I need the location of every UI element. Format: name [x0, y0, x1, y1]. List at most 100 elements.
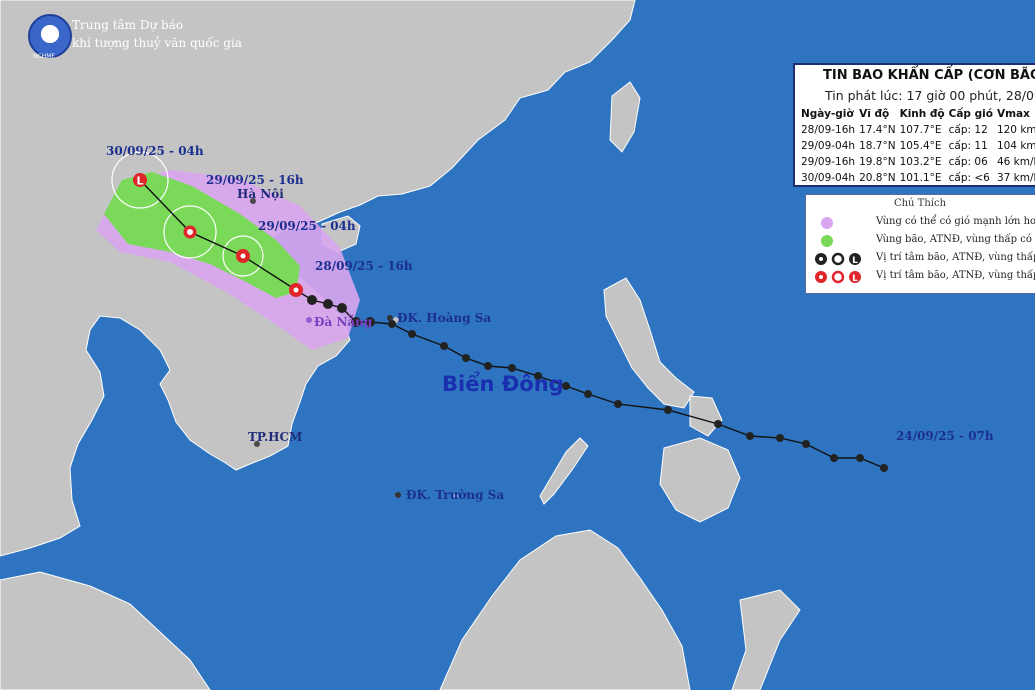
- past-point: [562, 382, 570, 390]
- table-row: 29/09-16h 19.8°N 103.2°E cấp: 06 46 km/h: [801, 154, 1035, 170]
- past-point: [802, 440, 810, 448]
- past-point: [830, 454, 838, 462]
- cell-time: 30/09-04h: [801, 172, 856, 184]
- past-point: [856, 454, 864, 462]
- agency-logo-text: NCHMF: [33, 53, 55, 60]
- hoangsa-marker: [387, 315, 393, 321]
- storm-zone: [104, 172, 300, 298]
- legend-item-storm-zone: Vùng bão, ATNĐ, vùng thấp có thể đi qua: [812, 233, 1035, 249]
- past-point: [351, 317, 361, 327]
- forecast-center-symbols-icon: L: [815, 270, 861, 284]
- forecast-storm-eye: [240, 253, 246, 259]
- past-point: [746, 432, 754, 440]
- cell-lon: 101.1°E: [899, 172, 942, 184]
- past-center-symbols-icon: L: [815, 252, 861, 266]
- agency-logo: [28, 14, 72, 58]
- past-point: [776, 434, 784, 442]
- cell-level: cấp: 06: [948, 156, 988, 168]
- cell-level: cấp: 11: [948, 140, 988, 152]
- forecast-table: Ngày-giờ Vĩ độ Kinh độ Cấp gió Vmax 28/0…: [801, 108, 1035, 185]
- cell-lon: 107.7°E: [899, 124, 942, 136]
- cell-lon: 103.2°E: [899, 156, 942, 168]
- label-24-09-07h: 24/09/25 - 07h: [896, 429, 994, 443]
- table-row: 30/09-04h 20.8°N 101.1°E cấp: <6 37 km/h: [801, 170, 1035, 185]
- label-truongsa: ĐK. Trường Sa: [406, 488, 504, 502]
- svg-text:L: L: [852, 274, 858, 284]
- legend-text: Vùng có thể có gió mạnh lớn hơn cấp 6: [876, 216, 1035, 227]
- svg-text:L: L: [852, 256, 858, 266]
- past-point: [484, 362, 492, 370]
- label-29-09-16h: 29/09/25 - 16h: [206, 173, 304, 187]
- past-point: [584, 390, 592, 398]
- label-hoangsa: ĐK. Hoàng Sa: [397, 311, 491, 325]
- label-28-09-16h: 28/09/25 - 16h: [315, 259, 413, 273]
- forecast-track-points: L: [133, 173, 303, 297]
- past-point: [462, 354, 470, 362]
- past-point: [388, 320, 396, 328]
- agency-name-line2: khí tượng thuỷ văn quốc gia: [72, 36, 242, 50]
- hanoi-marker: [250, 198, 256, 204]
- storm-zone-swatch-icon: [821, 235, 833, 247]
- cell-time: 28/09-16h: [801, 124, 856, 136]
- past-point: [614, 400, 622, 408]
- legend-text: Vị trí tâm bão, ATNĐ, vùng thấp quá khứ: [876, 252, 1035, 263]
- radius-circle-2: [163, 205, 217, 259]
- table-row: 29/09-04h 18.7°N 105.4°E cấp: 11 104 km/…: [801, 138, 1035, 154]
- past-point: [534, 372, 542, 380]
- radius-circle-3: [222, 235, 264, 277]
- land-palawan: [539, 437, 589, 505]
- danang-marker: [306, 317, 312, 323]
- legend-title: Chú Thích: [893, 198, 947, 209]
- land-taiwan: [609, 81, 641, 153]
- past-point: [440, 342, 448, 350]
- legend-text: Vị trí tâm bão, ATNĐ, vùng thấp hiện tại…: [876, 270, 1035, 281]
- col-header-time: Ngày-giờ: [801, 108, 854, 120]
- cell-level: cấp: 12: [948, 124, 988, 136]
- islet-spratly: [454, 494, 458, 498]
- radius-circle-1: [111, 151, 169, 209]
- forecast-low-center: [133, 173, 147, 187]
- land-sumatra: [0, 571, 211, 690]
- forecast-table-header: Ngày-giờ Vĩ độ Kinh độ Cấp gió Vmax: [801, 108, 1035, 122]
- past-point: [365, 317, 375, 327]
- cell-lon: 105.4°E: [899, 140, 942, 152]
- label-29-09-04h: 29/09/25 - 04h: [258, 219, 356, 233]
- label-hanoi: Hà Nội: [237, 187, 284, 201]
- cell-vmax: 46 km/h: [996, 156, 1035, 168]
- storm-bulletin-panel: TIN BAO KHẨN CẤP (CƠN BÃO SỐ 10) Tin phá…: [793, 63, 1035, 187]
- cell-lat: 20.8°N: [859, 172, 896, 184]
- col-header-lon: Kinh độ: [899, 108, 945, 120]
- bulletin-title: TIN BAO KHẨN CẤP (CƠN BÃO SỐ 10): [823, 68, 1035, 83]
- label-danang: Đà Nẵng: [314, 314, 373, 329]
- past-point: [337, 303, 347, 313]
- legend-panel: Chú Thích Vùng có thể có gió mạnh lớn hơ…: [805, 194, 1035, 294]
- low-pressure-letter: L: [136, 175, 143, 188]
- hcm-marker: [254, 441, 260, 447]
- legend-item-past: L Vị trí tâm bão, ATNĐ, vùng thấp quá kh…: [812, 251, 1035, 267]
- cell-lat: 19.8°N: [859, 156, 896, 168]
- land-visayas: [689, 395, 723, 437]
- forecast-depression-eye: [187, 229, 193, 235]
- land-sulawesi: [731, 589, 801, 690]
- past-point: [307, 295, 317, 305]
- past-point: [408, 330, 416, 338]
- cell-vmax: 104 km/h: [996, 140, 1035, 152]
- cell-level: cấp: <6: [948, 172, 990, 184]
- col-header-vmax: Vmax: [996, 108, 1030, 120]
- past-point: [664, 406, 672, 414]
- current-storm-eye: [293, 287, 299, 293]
- past-point: [508, 364, 516, 372]
- bulletin-issued-time: Tin phát lúc: 17 giờ 00 phút, 28/09/2025: [825, 88, 1035, 103]
- label-bien-dong: Biển Đông: [442, 371, 564, 396]
- past-point: [880, 464, 888, 472]
- agency-name-line1: Trung tâm Dự báo: [72, 18, 184, 32]
- land-mainland: [0, 0, 636, 557]
- table-row: 28/09-16h 17.4°N 107.7°E cấp: 12 120 km/…: [801, 122, 1035, 138]
- col-header-level: Cấp gió: [948, 108, 993, 120]
- cell-lat: 18.7°N: [859, 140, 896, 152]
- land-borneo: [439, 529, 691, 690]
- label-30-09-04h: 30/09/25 - 04h: [106, 144, 204, 158]
- cell-time: 29/09-04h: [801, 140, 856, 152]
- past-point: [714, 420, 722, 428]
